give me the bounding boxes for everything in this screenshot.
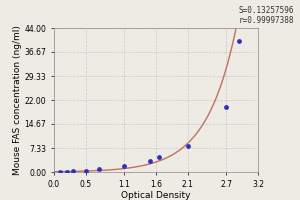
Point	[224, 105, 229, 108]
Point	[157, 156, 162, 159]
X-axis label: Optical Density: Optical Density	[121, 191, 191, 200]
Point	[58, 170, 63, 173]
Point	[147, 159, 152, 162]
Point	[185, 144, 190, 147]
Point	[83, 169, 88, 172]
Point	[236, 39, 241, 43]
Text: S=0.13257596
r=0.99997388: S=0.13257596 r=0.99997388	[238, 6, 294, 25]
Point	[96, 168, 101, 171]
Point	[64, 170, 69, 173]
Y-axis label: Mouse FAS concentration (ng/ml): Mouse FAS concentration (ng/ml)	[13, 25, 22, 175]
Point	[122, 165, 127, 168]
Point	[71, 170, 76, 173]
